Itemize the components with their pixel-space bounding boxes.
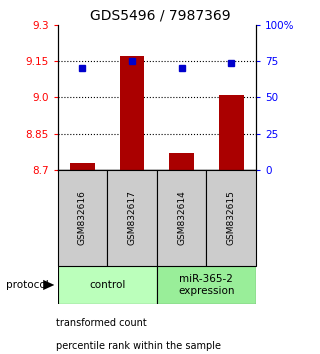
- Polygon shape: [43, 280, 54, 290]
- Bar: [157, 170, 206, 266]
- Text: miR-365-2
expression: miR-365-2 expression: [178, 274, 235, 296]
- Text: GSM832617: GSM832617: [127, 190, 137, 245]
- Text: transformed count: transformed count: [56, 318, 147, 328]
- Bar: [219, 95, 244, 170]
- Text: percentile rank within the sample: percentile rank within the sample: [56, 341, 221, 351]
- Bar: [169, 153, 194, 170]
- Text: control: control: [89, 280, 125, 290]
- Bar: [58, 266, 157, 304]
- Text: GDS5496 / 7987369: GDS5496 / 7987369: [90, 9, 230, 23]
- Bar: [120, 56, 144, 170]
- Text: GSM832614: GSM832614: [177, 190, 186, 245]
- Bar: [107, 170, 157, 266]
- Bar: [206, 170, 256, 266]
- Bar: [58, 170, 107, 266]
- Bar: [70, 162, 95, 170]
- Bar: [157, 266, 256, 304]
- Text: GSM832616: GSM832616: [78, 190, 87, 245]
- Text: GSM832615: GSM832615: [227, 190, 236, 245]
- Text: protocol: protocol: [6, 280, 49, 290]
